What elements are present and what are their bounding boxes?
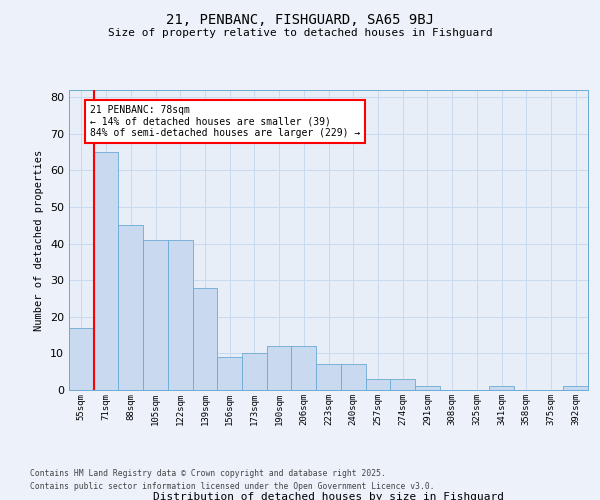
Bar xyxy=(365,379,390,390)
Bar xyxy=(69,328,94,390)
Text: 21 PENBANC: 78sqm
← 14% of detached houses are smaller (39)
84% of semi-detached: 21 PENBANC: 78sqm ← 14% of detached hous… xyxy=(90,104,360,138)
Bar xyxy=(168,240,193,390)
Bar xyxy=(341,364,365,390)
Text: Contains HM Land Registry data © Crown copyright and database right 2025.: Contains HM Land Registry data © Crown c… xyxy=(30,468,386,477)
Bar xyxy=(563,386,588,390)
Bar xyxy=(415,386,440,390)
Bar xyxy=(489,386,514,390)
Text: Size of property relative to detached houses in Fishguard: Size of property relative to detached ho… xyxy=(107,28,493,38)
Y-axis label: Number of detached properties: Number of detached properties xyxy=(34,150,44,330)
Bar xyxy=(292,346,316,390)
Bar xyxy=(242,354,267,390)
Bar xyxy=(118,226,143,390)
Text: 21, PENBANC, FISHGUARD, SA65 9BJ: 21, PENBANC, FISHGUARD, SA65 9BJ xyxy=(166,12,434,26)
X-axis label: Distribution of detached houses by size in Fishguard: Distribution of detached houses by size … xyxy=(153,492,504,500)
Bar xyxy=(94,152,118,390)
Bar xyxy=(217,357,242,390)
Bar xyxy=(193,288,217,390)
Bar xyxy=(390,379,415,390)
Bar xyxy=(267,346,292,390)
Bar xyxy=(143,240,168,390)
Text: Contains public sector information licensed under the Open Government Licence v3: Contains public sector information licen… xyxy=(30,482,434,491)
Bar xyxy=(316,364,341,390)
